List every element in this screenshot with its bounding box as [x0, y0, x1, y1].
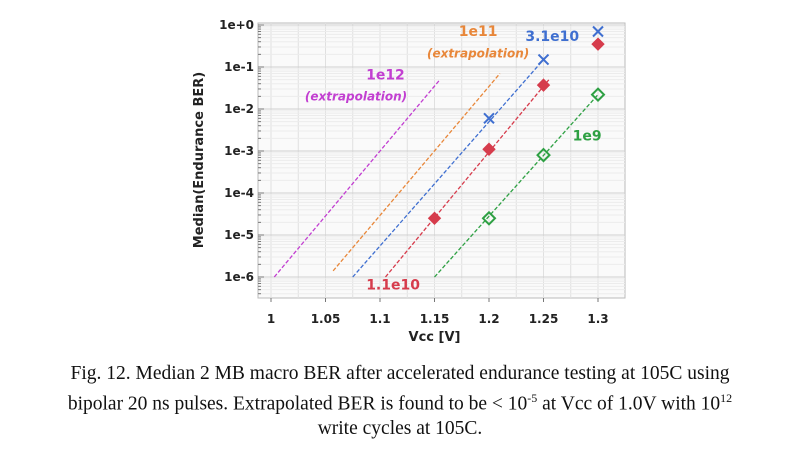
- y-tick-label: 1e+0: [219, 18, 254, 32]
- x-tick-label: 1.25: [529, 312, 559, 326]
- x-stroke: [483, 112, 495, 125]
- caption-sup1: -5: [527, 391, 538, 405]
- caption-line2b: at Vcc of 1.0V with 10: [537, 393, 721, 415]
- y-tick-label: 1e-2: [224, 102, 254, 116]
- annotation-label: (extrapolation): [427, 46, 529, 60]
- data-point-diamond: [590, 87, 606, 103]
- fit-line: [352, 59, 544, 278]
- annotation-label: 1.1e10: [366, 278, 420, 294]
- y-tick-label: 1e-4: [224, 186, 254, 200]
- x-stroke: [592, 25, 604, 38]
- annotation-label: 1e9: [573, 128, 602, 144]
- figure-caption: Fig. 12. Median 2 MB macro BER after acc…: [0, 362, 800, 441]
- data-point-diamond: [482, 142, 496, 156]
- y-tick-label: 1e-1: [224, 60, 254, 74]
- fit-line: [273, 79, 441, 278]
- x-tick-label: 1: [267, 312, 275, 326]
- caption-line2a: bipolar 20 ns pulses. Extrapolated BER i…: [67, 393, 528, 415]
- x-tick-label: 1.15: [420, 312, 450, 326]
- data-point-diamond: [481, 210, 497, 226]
- annotation-label: 3.1e10: [525, 29, 579, 45]
- annotation-label: (extrapolation): [305, 89, 407, 103]
- x-tick-label: 1.3: [587, 312, 608, 326]
- data-point-x: [483, 112, 495, 125]
- caption-sup2: 12: [720, 391, 733, 405]
- ber-chart: 1 1.05 1.1 1.15 1.2 1.25 1.3 1e+0 1e-1 1e-2 1e-3 1e…: [192, 18, 626, 345]
- y-tick-label: 1e-3: [224, 144, 254, 158]
- annotation-label: 1e11: [459, 24, 498, 40]
- y-tick-label: 1e-6: [224, 270, 254, 284]
- data-point-x: [592, 25, 604, 38]
- data-point-diamond: [536, 78, 551, 92]
- annotation-label: 1e12: [366, 68, 405, 84]
- x-axis-label: Vcc [V]: [409, 330, 461, 345]
- x-stroke: [537, 53, 550, 66]
- caption-line1: Fig. 12. Median 2 MB macro BER after acc…: [70, 363, 730, 384]
- data-point-diamond: [536, 147, 551, 163]
- y-axis-label: Median(Endurance BER): [192, 72, 207, 248]
- x-tick-label: 1.1: [369, 312, 390, 326]
- x-tick-label: 1.2: [478, 312, 499, 326]
- fit-line: [332, 73, 501, 272]
- data-point-diamond: [591, 37, 605, 51]
- x-tick-label: 1.05: [311, 312, 341, 326]
- fit-line: [384, 79, 550, 278]
- y-tick-label: 1e-5: [224, 228, 254, 242]
- caption-line3: write cycles at 105C.: [317, 417, 483, 439]
- data-point-diamond: [427, 211, 442, 225]
- data-point-x: [537, 53, 550, 66]
- fit-line: [434, 94, 599, 278]
